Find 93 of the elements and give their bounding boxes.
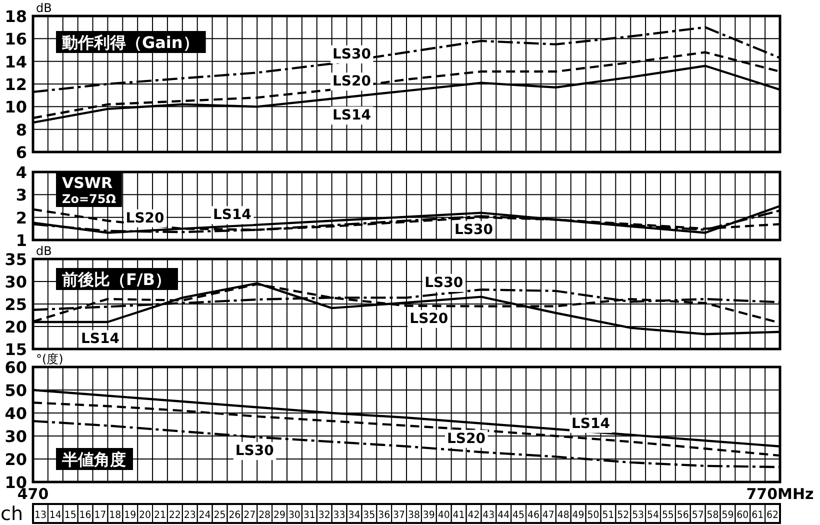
x2-tick-label: 62: [766, 510, 780, 521]
x2-tick-label: 36: [378, 510, 391, 521]
y-tick-label: 12: [4, 75, 27, 94]
y-tick-label: 30: [4, 427, 27, 446]
text: 動作利得（Gain）: [61, 33, 199, 52]
x2-tick-label: 29: [274, 510, 286, 521]
y-tick-label: 20: [4, 450, 27, 469]
x2-tick-label: 38: [408, 510, 421, 521]
x2-tick-label: 46: [527, 510, 540, 521]
y-tick-label: 30: [4, 272, 27, 292]
y-tick-label: 6: [16, 143, 27, 162]
series-label: LS30: [235, 443, 274, 460]
x2-tick-label: 40: [438, 510, 451, 521]
text: Zo=75Ω: [62, 192, 116, 206]
x2-tick-label: 47: [542, 510, 556, 521]
y-tick-label: 60: [4, 358, 27, 377]
x2-tick-label: 44: [498, 510, 510, 521]
x2-tick-label: 18: [109, 510, 122, 521]
x2-tick-label: 21: [154, 510, 167, 521]
series-label: LS20: [410, 310, 448, 327]
x2-tick-label: 28: [258, 510, 272, 521]
y-axis-title: dB: [36, 1, 52, 15]
x2-tick-label: 55: [662, 510, 675, 521]
x2-tick-label: 51: [602, 510, 615, 521]
text: 半値角度: [61, 450, 126, 469]
series-label: LS14: [332, 108, 372, 124]
x2-tick-label: 23: [184, 510, 197, 521]
y-axis-title: °(度): [36, 352, 64, 366]
series-label: LS30: [454, 222, 494, 238]
y-tick-label: 1: [16, 231, 27, 250]
x2-tick-label: 60: [736, 510, 750, 521]
x2-tick-label: 35: [363, 510, 376, 521]
x2-tick-label: 57: [692, 510, 705, 521]
x2-tick-label: 19: [124, 510, 137, 521]
x2-tick-label: 56: [676, 510, 690, 521]
x2-tick-label: 50: [587, 510, 600, 521]
y-tick-label: 40: [4, 404, 27, 423]
x2-tick-label: 26: [228, 510, 242, 521]
y-tick-label: 10: [4, 98, 27, 117]
x2-tick-label: 61: [752, 510, 764, 521]
x2-tick-label: 31: [303, 510, 316, 521]
x2-tick-label: 30: [288, 510, 302, 521]
x2-tick-label: 41: [452, 510, 466, 521]
y-tick-label: 3: [16, 186, 27, 205]
y-tick-label: 16: [4, 30, 27, 49]
x2-tick-label: 16: [79, 510, 92, 521]
x2-tick-label: 53: [632, 510, 645, 521]
series-label: LS20: [126, 210, 165, 226]
x2-tick-label: 49: [572, 510, 586, 521]
text: 前後比（F/B）: [61, 270, 171, 289]
x2-tick-label: 48: [557, 510, 570, 521]
y-tick-label: 18: [4, 7, 27, 26]
x2-tick-label: 43: [482, 510, 496, 521]
series-label: LS20: [447, 430, 486, 447]
x2-axis-title: ch: [0, 503, 23, 525]
y-tick-label: 25: [4, 295, 27, 314]
x2-tick-label: 54: [647, 510, 660, 521]
x2-tick-label: 32: [318, 510, 332, 521]
y-tick-label: 35: [4, 250, 27, 269]
x2-tick-label: 45: [512, 510, 526, 521]
x2-tick-label: 42: [468, 510, 480, 521]
y-tick-label: 50: [4, 381, 27, 400]
chart-title: VSWR: [62, 174, 113, 192]
y-tick-label: 14: [4, 52, 27, 72]
series-label: LS30: [424, 274, 464, 291]
x2-tick-label: 39: [422, 510, 436, 521]
x2-tick-label: 14: [49, 510, 62, 521]
y-tick-label: 4: [16, 163, 27, 182]
x-tick-label: 770MHz: [746, 485, 814, 503]
y-tick-label: 8: [16, 120, 27, 140]
series-label: LS30: [332, 46, 372, 62]
y-tick-label: 15: [4, 340, 27, 359]
y-axis-title: dB: [36, 244, 52, 258]
x2-tick-label: 58: [706, 510, 720, 521]
x2-tick-label: 52: [617, 510, 630, 521]
y-tick-label: 2: [16, 208, 27, 228]
y-tick-label: 20: [4, 318, 27, 336]
series-label: LS20: [332, 74, 372, 90]
x2-tick-label: 27: [244, 510, 256, 521]
x2-tick-label: 59: [722, 510, 734, 521]
x2-tick-label: 22: [168, 510, 182, 521]
x2-tick-label: 17: [94, 510, 107, 521]
x2-tick-label: 15: [64, 510, 78, 521]
series-label: LS14: [80, 331, 120, 348]
x2-tick-label: 13: [34, 510, 48, 521]
x2-tick-label: 20: [139, 510, 152, 521]
x2-tick-label: 25: [214, 510, 226, 521]
x2-tick-label: 24: [198, 510, 212, 521]
series-label: LS14: [212, 207, 252, 224]
x2-tick-label: 37: [393, 510, 406, 521]
x2-tick-label: 33: [333, 510, 346, 521]
series-label: LS14: [572, 416, 610, 432]
x2-tick-label: 34: [348, 510, 361, 521]
